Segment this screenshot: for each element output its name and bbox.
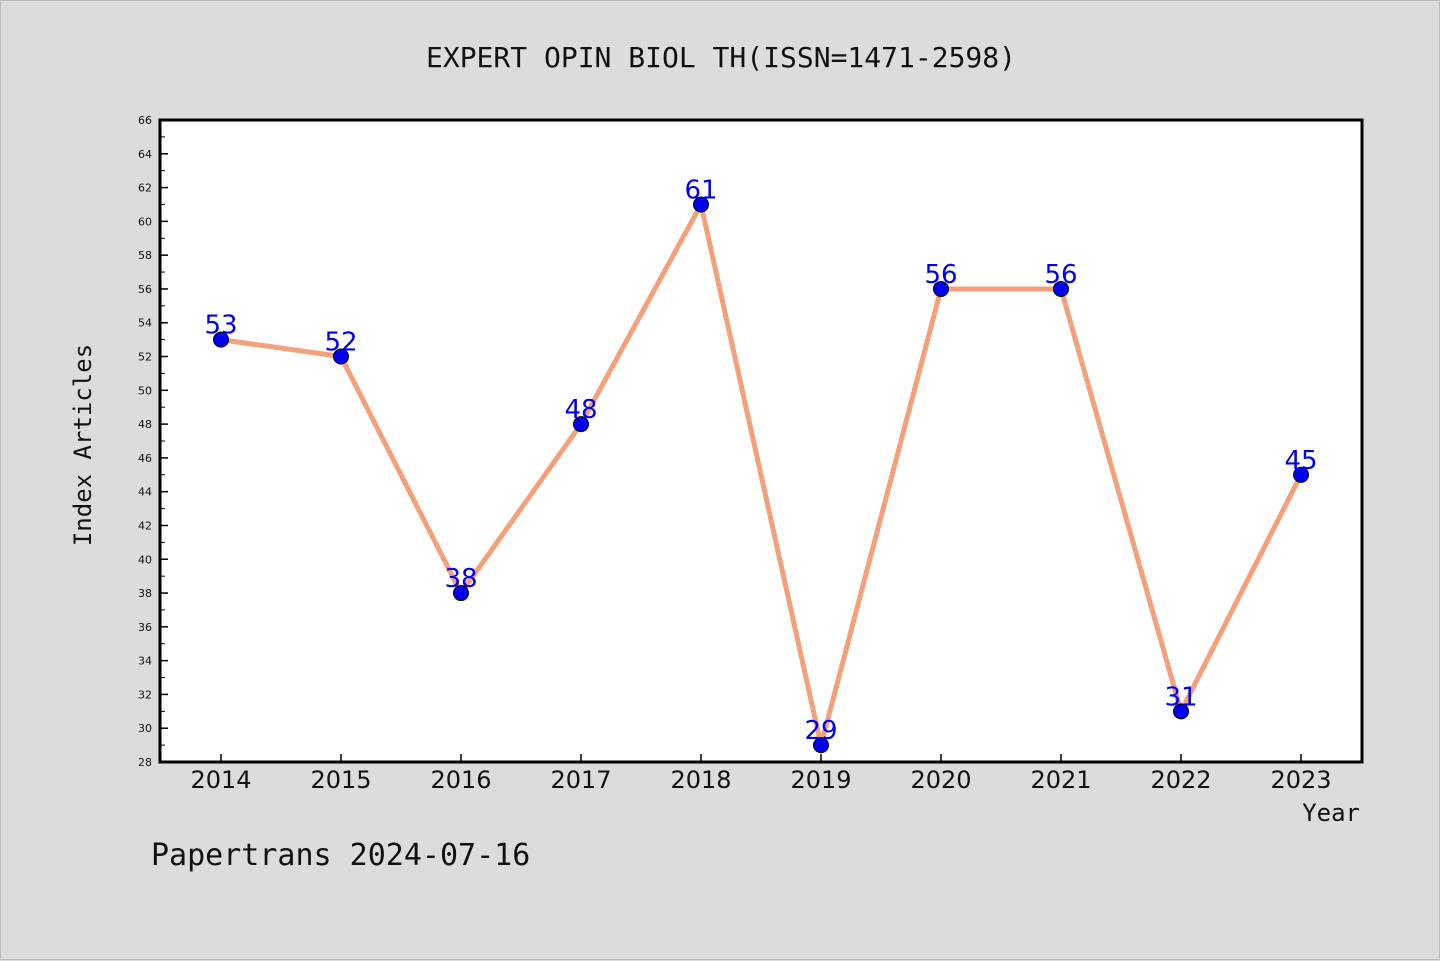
y-tick-label: 60 bbox=[138, 215, 152, 228]
y-tick-label: 44 bbox=[138, 486, 152, 499]
x-axis-label: Year bbox=[1302, 799, 1360, 827]
data-point bbox=[573, 416, 589, 433]
y-tick-label: 50 bbox=[138, 384, 152, 397]
x-axis: 2014 2015 2016 2017 2018 2019 2020 2021 2022 2023 bbox=[190, 754, 1332, 794]
y-tick-label: 66 bbox=[138, 114, 152, 127]
x-tick-label: 2017 bbox=[550, 766, 611, 794]
y-tick-label: 30 bbox=[138, 722, 152, 735]
data-label: 38 bbox=[444, 564, 477, 594]
y-tick-label: 46 bbox=[138, 452, 152, 465]
data-label: 29 bbox=[804, 716, 837, 746]
y-tick-label: 54 bbox=[138, 317, 152, 330]
y-tick-label: 28 bbox=[138, 756, 152, 769]
y-tick-label: 42 bbox=[138, 519, 152, 532]
data-point bbox=[1293, 466, 1309, 483]
footer-credit: Papertrans 2024-07-16 bbox=[151, 838, 530, 873]
data-point bbox=[213, 331, 229, 348]
x-tick-label: 2022 bbox=[1150, 766, 1211, 794]
data-label: 56 bbox=[924, 260, 957, 290]
y-tick-label: 52 bbox=[138, 351, 152, 364]
data-points bbox=[213, 196, 1309, 754]
data-point bbox=[453, 585, 469, 602]
y-tick-label: 32 bbox=[138, 688, 152, 701]
x-tick-label: 2016 bbox=[430, 766, 491, 794]
x-tick-label: 2021 bbox=[1030, 766, 1091, 794]
plot-area bbox=[158, 118, 1364, 764]
y-tick-label: 38 bbox=[138, 587, 152, 600]
x-tick-label: 2014 bbox=[190, 766, 251, 794]
data-label: 48 bbox=[564, 395, 597, 425]
series-line bbox=[220, 201, 1304, 748]
data-point bbox=[1173, 703, 1189, 720]
data-point bbox=[813, 737, 829, 754]
y-axis-label: Index Articles bbox=[69, 344, 97, 546]
data-point bbox=[693, 196, 709, 213]
y-tick-label: 40 bbox=[138, 553, 152, 566]
data-label: 61 bbox=[684, 175, 717, 205]
y-tick-label: 36 bbox=[138, 621, 152, 634]
y-axis: 28 30 32 34 36 38 40 42 44 46 48 50 52 54 56 58 60 62 64 66 bbox=[138, 114, 168, 769]
y-tick-label: 34 bbox=[138, 655, 152, 668]
data-label: 52 bbox=[324, 328, 357, 358]
chart-title: EXPERT OPIN BIOL TH(ISSN=1471-2598) bbox=[426, 41, 1016, 74]
x-tick-label: 2015 bbox=[310, 766, 371, 794]
data-labels: 53 52 38 48 61 29 56 56 31 45 bbox=[204, 175, 1317, 746]
data-point bbox=[1053, 280, 1069, 297]
series-line-group bbox=[220, 201, 1304, 748]
y-tick-label: 48 bbox=[138, 418, 152, 431]
y-tick-label: 64 bbox=[138, 148, 152, 161]
x-tick-label: 2018 bbox=[670, 766, 731, 794]
data-label: 56 bbox=[1044, 260, 1077, 290]
data-label: 53 bbox=[204, 311, 237, 341]
data-point bbox=[933, 280, 949, 297]
y-tick-label: 56 bbox=[138, 283, 152, 296]
data-label: 45 bbox=[1284, 446, 1317, 476]
x-tick-label: 2023 bbox=[1270, 766, 1331, 794]
y-tick-label: 58 bbox=[138, 249, 152, 262]
data-point bbox=[333, 348, 349, 365]
data-label: 31 bbox=[1164, 682, 1197, 712]
x-tick-label: 2019 bbox=[790, 766, 851, 794]
y-tick-label: 62 bbox=[138, 182, 152, 195]
x-tick-label: 2020 bbox=[910, 766, 971, 794]
